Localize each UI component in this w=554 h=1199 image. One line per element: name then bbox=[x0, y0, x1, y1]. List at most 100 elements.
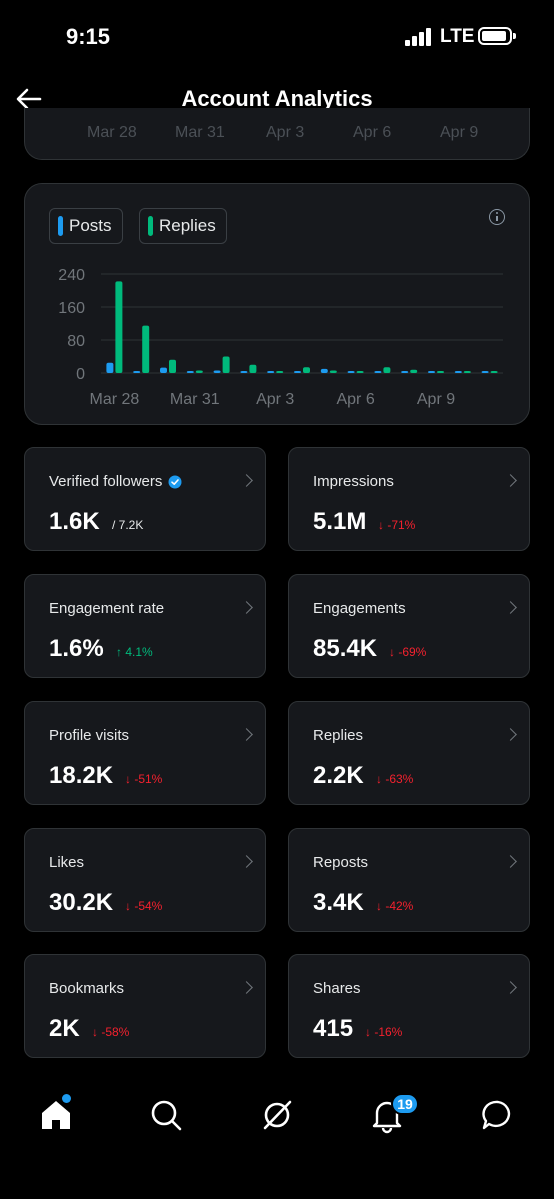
posts-bar[interactable] bbox=[347, 371, 355, 373]
metric-label: Likes bbox=[49, 854, 85, 871]
posts-bar[interactable] bbox=[454, 371, 462, 373]
metric-value: 2K bbox=[49, 1015, 80, 1042]
posts-bar[interactable] bbox=[213, 370, 221, 373]
messages-icon[interactable] bbox=[478, 1095, 518, 1135]
replies-bar[interactable] bbox=[276, 371, 284, 373]
replies-swatch bbox=[148, 216, 153, 236]
replies-bar[interactable] bbox=[437, 371, 444, 373]
replies-bar[interactable] bbox=[329, 370, 337, 373]
notification-count-badge: 19 bbox=[391, 1093, 419, 1115]
replies-bar[interactable] bbox=[142, 325, 150, 373]
metric-value: 1.6% bbox=[49, 635, 104, 662]
posts-bar[interactable] bbox=[320, 368, 328, 373]
posts-bar[interactable] bbox=[186, 371, 194, 373]
y-tick-label: 240 bbox=[58, 267, 85, 284]
posts-bar[interactable] bbox=[133, 370, 141, 373]
posts-bar[interactable] bbox=[481, 371, 489, 373]
info-icon[interactable] bbox=[489, 209, 505, 225]
chevron-right-icon bbox=[504, 728, 517, 741]
metric-card-verified-followers[interactable]: Verified followers 1.6K / 7.2K bbox=[24, 447, 266, 551]
metric-label-wrap: Replies bbox=[313, 727, 363, 744]
posts-bar[interactable] bbox=[240, 371, 248, 373]
home-icon[interactable] bbox=[36, 1095, 76, 1135]
posts-bar[interactable] bbox=[428, 371, 435, 373]
bottom-navigation bbox=[0, 1075, 554, 1155]
metric-card-engagements[interactable]: Engagements 85.4K ↓ -69% bbox=[288, 574, 530, 678]
replies-bar[interactable] bbox=[249, 364, 257, 373]
metric-value: 18.2K bbox=[49, 762, 114, 789]
search-icon[interactable] bbox=[146, 1095, 186, 1135]
metric-card-bookmarks[interactable]: Bookmarks 2K ↓ -58% bbox=[24, 954, 266, 1058]
replies-bar[interactable] bbox=[115, 281, 123, 373]
metric-value: 1.6K bbox=[49, 508, 100, 535]
replies-bar[interactable] bbox=[195, 370, 203, 373]
metric-label: Engagement rate bbox=[49, 600, 165, 617]
metric-label: Bookmarks bbox=[49, 980, 125, 997]
posts-bar[interactable] bbox=[374, 370, 382, 373]
replies-bar[interactable] bbox=[463, 371, 471, 373]
metric-card-profile-visits[interactable]: Profile visits 18.2K ↓ -51% bbox=[24, 701, 266, 805]
posts-bar[interactable] bbox=[401, 371, 409, 373]
metric-value: 2.2K bbox=[313, 762, 364, 789]
posts-replies-chart-card: Posts Replies 240 160 80 0 Mar 28 Mar 31 Apr 3… bbox=[24, 183, 530, 425]
replies-bar[interactable] bbox=[169, 359, 176, 373]
chevron-right-icon bbox=[240, 474, 253, 487]
metric-label-wrap: Impressions bbox=[313, 473, 394, 490]
posts-bar[interactable] bbox=[267, 371, 275, 373]
posts-bar[interactable] bbox=[106, 362, 114, 373]
metric-label-wrap: Verified followers bbox=[49, 473, 182, 490]
replies-bar[interactable] bbox=[303, 367, 310, 373]
replies-bar[interactable] bbox=[490, 371, 498, 373]
legend-posts[interactable]: Posts bbox=[49, 208, 123, 244]
x-tick-label: Apr 9 bbox=[440, 124, 479, 141]
y-tick-label: 0 bbox=[76, 366, 85, 383]
metric-change: ↓ -16% bbox=[365, 1025, 403, 1039]
chevron-right-icon bbox=[240, 728, 253, 741]
replies-bar[interactable] bbox=[222, 356, 230, 374]
chevron-right-icon bbox=[240, 855, 253, 868]
x-tick-label: Apr 3 bbox=[266, 124, 305, 141]
metric-label: Shares bbox=[313, 980, 361, 997]
metric-label: Profile visits bbox=[49, 727, 130, 744]
x-tick-label: Apr 6 bbox=[353, 124, 392, 141]
metric-card-impressions[interactable]: Impressions 5.1M ↓ -71% bbox=[288, 447, 530, 551]
grok-icon[interactable] bbox=[257, 1095, 297, 1135]
replies-bar[interactable] bbox=[410, 369, 418, 373]
metric-label-wrap: Engagements bbox=[313, 600, 406, 617]
x-tick-label: Mar 28 bbox=[90, 391, 140, 408]
chevron-right-icon bbox=[504, 601, 517, 614]
metric-card-shares[interactable]: Shares 415 ↓ -16% bbox=[288, 954, 530, 1058]
metric-card-replies[interactable]: Replies 2.2K ↓ -63% bbox=[288, 701, 530, 805]
metric-change: ↓ -69% bbox=[389, 645, 427, 659]
metric-change: ↓ -58% bbox=[92, 1025, 130, 1039]
metric-change: ↑ 4.1% bbox=[116, 645, 153, 659]
x-tick-label: Mar 28 bbox=[87, 124, 137, 141]
metric-change: ↓ -63% bbox=[376, 772, 414, 786]
legend-posts-label: Posts bbox=[69, 216, 112, 235]
metric-change: ↓ -54% bbox=[125, 899, 163, 913]
metric-total: / 7.2K bbox=[112, 518, 144, 532]
back-arrow-icon[interactable] bbox=[14, 84, 44, 114]
replies-bar[interactable] bbox=[356, 370, 364, 373]
signal-icon bbox=[405, 28, 435, 46]
metric-label: Reposts bbox=[313, 854, 369, 871]
posts-bar[interactable] bbox=[160, 367, 167, 373]
metric-value: 3.4K bbox=[313, 889, 364, 916]
verified-badge-icon bbox=[168, 475, 182, 488]
metric-label-wrap: Shares bbox=[313, 980, 361, 997]
metric-card-likes[interactable]: Likes 30.2K ↓ -54% bbox=[24, 828, 266, 932]
metric-change: ↓ -71% bbox=[378, 518, 416, 532]
metric-card-reposts[interactable]: Reposts 3.4K ↓ -42% bbox=[288, 828, 530, 932]
metric-card-engagement-rate[interactable]: Engagement rate 1.6% ↑ 4.1% bbox=[24, 574, 266, 678]
top-bar: Account Analytics bbox=[0, 74, 554, 124]
posts-bar[interactable] bbox=[294, 371, 301, 373]
metric-label-wrap: Engagement rate bbox=[49, 600, 164, 617]
replies-bar[interactable] bbox=[383, 367, 391, 373]
previous-chart-card: Mar 28 Mar 31 Apr 3 Apr 6 Apr 9 bbox=[24, 108, 530, 160]
legend-replies[interactable]: Replies bbox=[139, 208, 227, 244]
metric-label: Replies bbox=[313, 727, 364, 744]
bell-icon[interactable] bbox=[367, 1095, 407, 1135]
chevron-right-icon bbox=[240, 981, 253, 994]
metric-value: 30.2K bbox=[49, 889, 114, 916]
status-time: 9:15 bbox=[66, 24, 111, 49]
